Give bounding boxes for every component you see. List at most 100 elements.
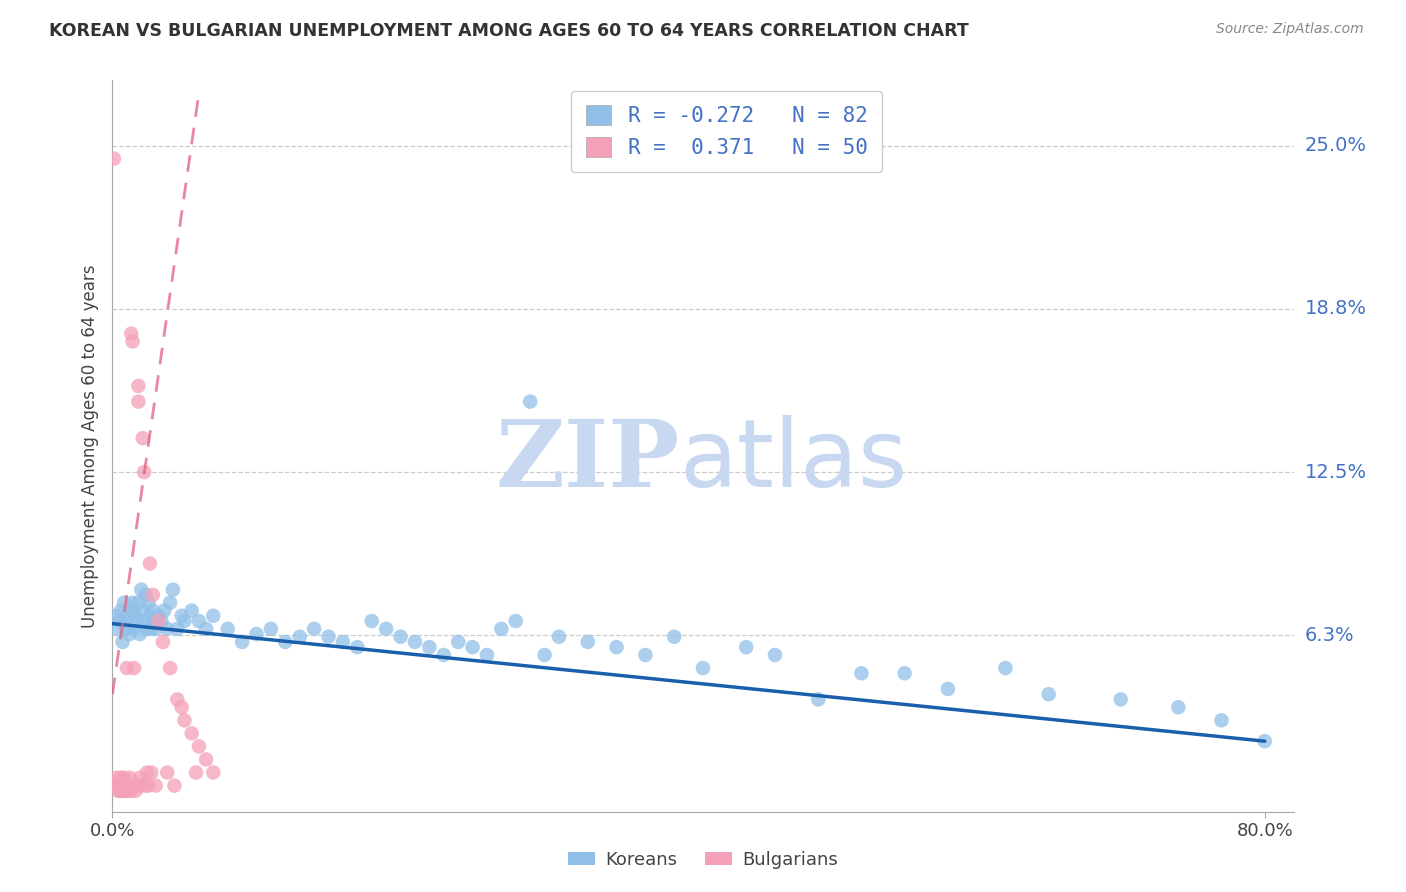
Point xyxy=(461,640,484,655)
Point xyxy=(118,627,141,641)
Point xyxy=(288,630,311,644)
Point xyxy=(141,765,163,780)
Point xyxy=(138,596,160,610)
Point xyxy=(120,326,142,341)
Point xyxy=(1254,734,1277,748)
Point xyxy=(145,622,167,636)
Point xyxy=(115,614,138,628)
Point xyxy=(447,635,470,649)
Point xyxy=(107,784,129,798)
Point xyxy=(152,635,174,649)
Point xyxy=(170,700,193,714)
Point xyxy=(120,784,142,798)
Point xyxy=(129,779,152,793)
Point xyxy=(936,681,959,696)
Point xyxy=(994,661,1017,675)
Point xyxy=(664,630,686,644)
Point xyxy=(118,771,141,785)
Point xyxy=(187,614,209,628)
Point xyxy=(893,666,915,681)
Point xyxy=(491,622,513,636)
Point xyxy=(156,622,179,636)
Text: 12.5%: 12.5% xyxy=(1305,463,1367,482)
Point xyxy=(346,640,368,655)
Point xyxy=(104,779,127,793)
Point xyxy=(180,604,202,618)
Point xyxy=(145,779,167,793)
Text: 6.3%: 6.3% xyxy=(1305,626,1354,645)
Point xyxy=(107,622,129,636)
Point xyxy=(851,666,873,681)
Point xyxy=(105,608,128,623)
Text: KOREAN VS BULGARIAN UNEMPLOYMENT AMONG AGES 60 TO 64 YEARS CORRELATION CHART: KOREAN VS BULGARIAN UNEMPLOYMENT AMONG A… xyxy=(49,22,969,40)
Point xyxy=(150,614,173,628)
Point xyxy=(548,630,571,644)
Point xyxy=(375,622,398,636)
Point xyxy=(1167,700,1189,714)
Point xyxy=(110,604,132,618)
Point xyxy=(735,640,758,655)
Point xyxy=(533,648,555,662)
Point xyxy=(117,608,139,623)
Text: atlas: atlas xyxy=(679,415,908,507)
Point xyxy=(132,431,155,445)
Point xyxy=(1211,714,1233,728)
Point xyxy=(128,771,150,785)
Point xyxy=(807,692,830,706)
Point xyxy=(159,596,181,610)
Point xyxy=(195,622,218,636)
Point xyxy=(245,627,267,641)
Point xyxy=(143,614,166,628)
Point xyxy=(332,635,354,649)
Point xyxy=(231,635,253,649)
Point xyxy=(136,622,159,636)
Point xyxy=(111,779,134,793)
Point xyxy=(105,771,128,785)
Point xyxy=(260,622,283,636)
Point xyxy=(103,152,125,166)
Point xyxy=(148,608,170,623)
Point xyxy=(138,779,160,793)
Point xyxy=(180,726,202,740)
Point xyxy=(156,765,179,780)
Point xyxy=(763,648,786,662)
Point xyxy=(170,608,193,623)
Point xyxy=(112,771,135,785)
Point xyxy=(122,622,145,636)
Point xyxy=(360,614,382,628)
Point xyxy=(110,771,132,785)
Point xyxy=(1109,692,1132,706)
Point xyxy=(135,779,157,793)
Point xyxy=(173,714,195,728)
Point xyxy=(125,614,148,628)
Point xyxy=(519,394,541,409)
Point xyxy=(202,608,225,623)
Point xyxy=(111,635,134,649)
Text: 25.0%: 25.0% xyxy=(1305,136,1367,155)
Point xyxy=(112,596,135,610)
Point xyxy=(139,608,162,623)
Point xyxy=(115,779,138,793)
Point xyxy=(110,784,132,798)
Text: 18.8%: 18.8% xyxy=(1305,300,1367,318)
Point xyxy=(142,604,165,618)
Point xyxy=(173,614,195,628)
Y-axis label: Unemployment Among Ages 60 to 64 years: Unemployment Among Ages 60 to 64 years xyxy=(80,264,98,628)
Point xyxy=(141,622,163,636)
Point xyxy=(404,635,426,649)
Point xyxy=(433,648,456,662)
Point xyxy=(505,614,527,628)
Point xyxy=(127,394,149,409)
Point xyxy=(121,334,143,349)
Text: ZIP: ZIP xyxy=(495,416,679,506)
Point xyxy=(117,784,139,798)
Point xyxy=(108,779,131,793)
Point xyxy=(162,582,184,597)
Point xyxy=(692,661,714,675)
Point xyxy=(115,779,138,793)
Point xyxy=(418,640,440,655)
Point xyxy=(125,779,148,793)
Point xyxy=(111,784,134,798)
Point xyxy=(129,582,152,597)
Point xyxy=(159,661,181,675)
